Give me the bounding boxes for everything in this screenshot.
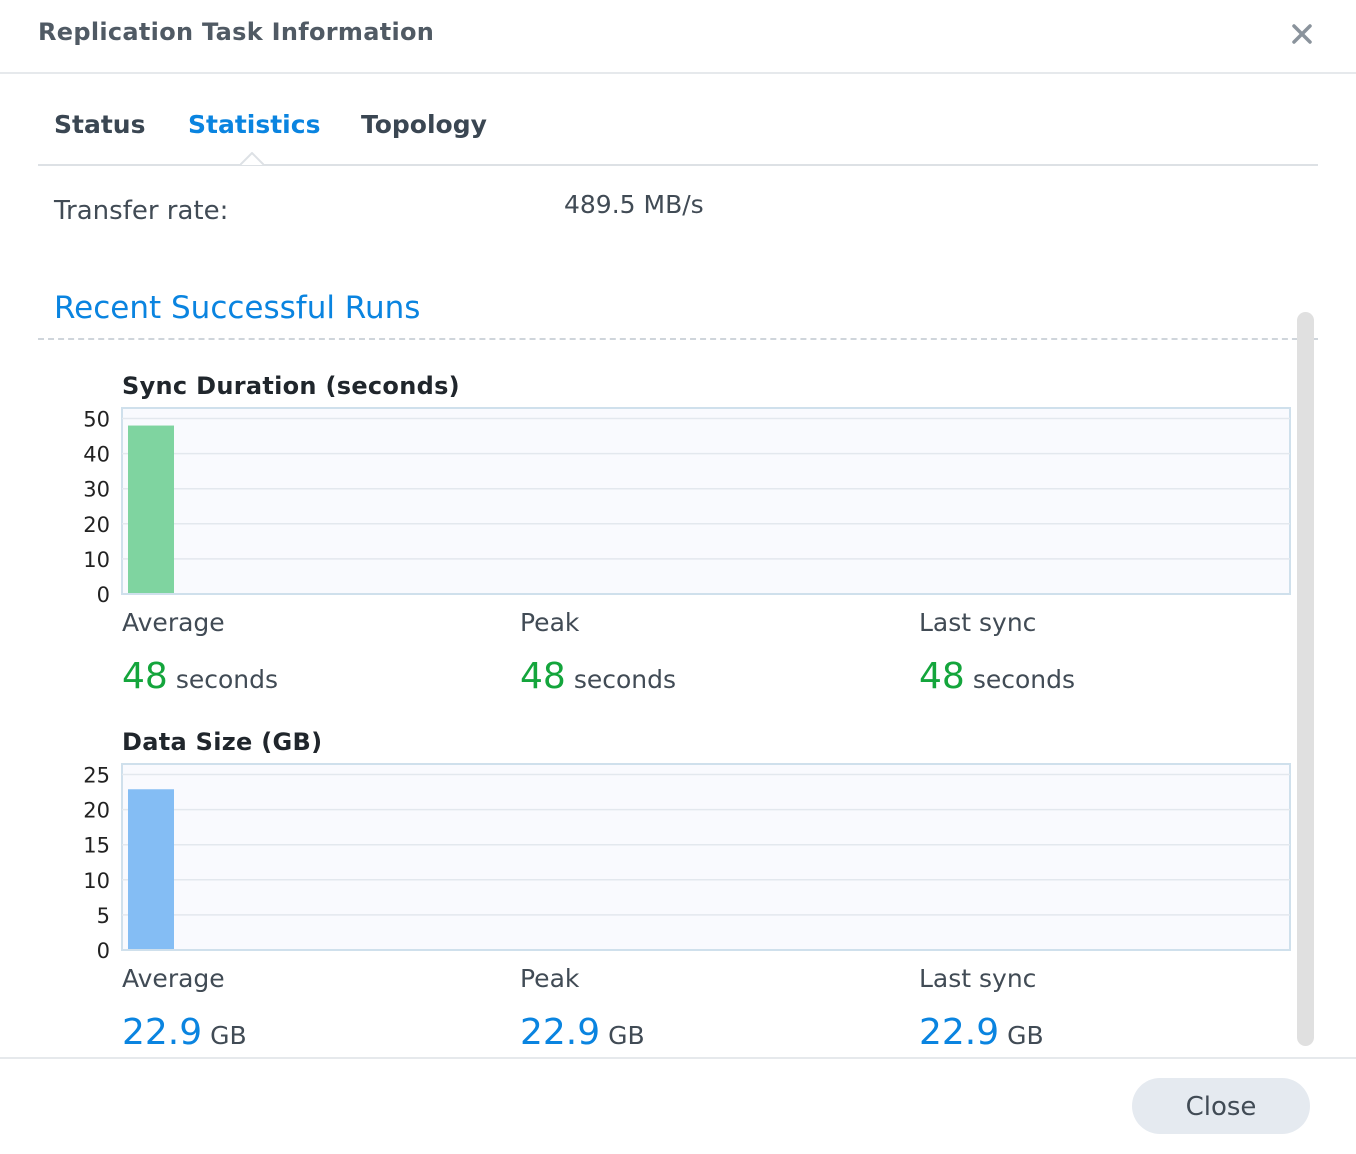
stat-value: 48 — [919, 656, 965, 697]
section-divider — [38, 338, 1318, 340]
active-tab-caret — [240, 152, 264, 166]
stat-unit: seconds — [573, 665, 676, 694]
stat-label: Average — [122, 608, 225, 637]
tab-bar: Status Statistics Topology — [38, 96, 1318, 166]
size-last-sync: Last sync 22.9 GB — [919, 964, 1044, 1053]
close-button[interactable]: Close — [1132, 1078, 1310, 1134]
stat-unit: GB — [210, 1021, 247, 1050]
transfer-rate-label: Transfer rate: — [54, 196, 229, 226]
stat-label: Peak — [520, 608, 580, 637]
stat-value: 22.9 — [520, 1012, 601, 1053]
duration-average: Average 48 seconds — [122, 608, 278, 697]
y-tick-label: 0 — [97, 583, 110, 607]
tab-statistics[interactable]: Statistics — [188, 110, 321, 139]
stat-unit: seconds — [972, 665, 1075, 694]
y-tick-label: 20 — [83, 799, 110, 823]
size-peak: Peak 22.9 GB — [520, 964, 645, 1053]
size-average: Average 22.9 GB — [122, 964, 247, 1053]
title-bar: Replication Task Information — [0, 0, 1356, 74]
tab-topology[interactable]: Topology — [361, 110, 487, 139]
dialog-footer — [0, 1057, 1356, 1154]
y-tick-label: 30 — [83, 478, 110, 502]
stat-label: Peak — [520, 964, 580, 993]
y-tick-label: 10 — [83, 548, 110, 572]
y-tick-label: 20 — [83, 513, 110, 537]
stat-label: Last sync — [919, 608, 1037, 637]
close-icon[interactable] — [1286, 18, 1318, 50]
bar — [128, 425, 174, 593]
y-tick-label: 5 — [97, 904, 110, 928]
bar — [128, 789, 174, 949]
y-tick-label: 50 — [83, 408, 110, 432]
stat-unit: seconds — [175, 665, 278, 694]
duration-peak: Peak 48 seconds — [520, 608, 676, 697]
duration-last-sync: Last sync 48 seconds — [919, 608, 1075, 697]
stat-label: Last sync — [919, 964, 1037, 993]
stat-value: 48 — [520, 656, 566, 697]
stat-unit: GB — [1007, 1021, 1044, 1050]
y-tick-label: 10 — [83, 869, 110, 893]
plot-area — [121, 763, 1291, 951]
plot-area — [121, 407, 1291, 595]
stat-unit: GB — [608, 1021, 645, 1050]
y-tick-label: 15 — [83, 834, 110, 858]
y-tick-label: 25 — [83, 764, 110, 788]
tab-status[interactable]: Status — [54, 110, 146, 139]
chart-title-duration: Sync Duration (seconds) — [122, 372, 460, 400]
stat-label: Average — [122, 964, 225, 993]
window-title: Replication Task Information — [38, 18, 435, 46]
section-title: Recent Successful Runs — [54, 290, 421, 326]
chart-title-size: Data Size (GB) — [122, 728, 323, 756]
transfer-rate-value: 489.5 MB/s — [564, 190, 704, 219]
y-tick-label: 0 — [97, 939, 110, 963]
stat-value: 48 — [122, 656, 168, 697]
stat-value: 22.9 — [122, 1012, 203, 1053]
scrollbar-thumb[interactable] — [1297, 312, 1314, 1046]
y-tick-label: 40 — [83, 443, 110, 467]
stat-value: 22.9 — [919, 1012, 1000, 1053]
